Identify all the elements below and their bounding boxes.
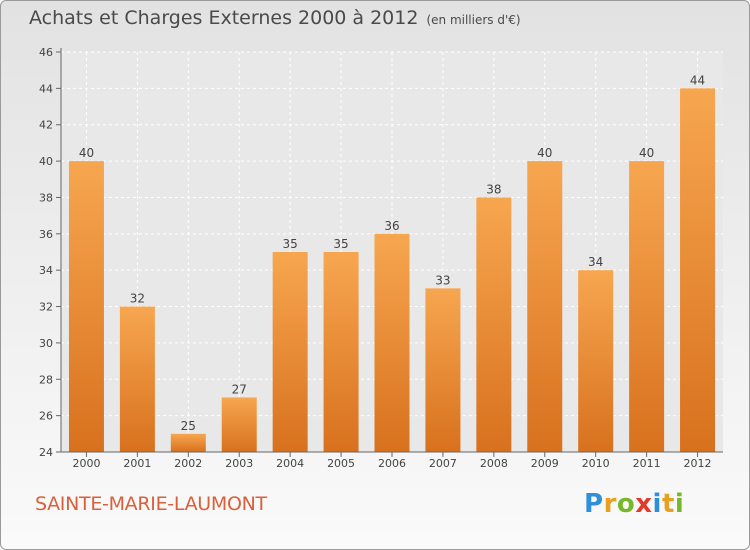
logo-letter: i xyxy=(652,489,662,519)
x-tick-label: 2008 xyxy=(480,457,508,470)
bar xyxy=(272,252,308,452)
y-tick-label: 24 xyxy=(39,446,53,459)
y-tick-label: 36 xyxy=(39,228,53,241)
proxiti-logo: Proxiti xyxy=(584,489,684,519)
logo-letter: r xyxy=(603,489,617,519)
logo-letter: t xyxy=(661,489,675,519)
bar-value-label: 35 xyxy=(333,237,348,251)
bar xyxy=(578,270,614,452)
x-tick-label: 2001 xyxy=(123,457,151,470)
x-tick-label: 2009 xyxy=(531,457,559,470)
bar-value-label: 40 xyxy=(79,146,94,160)
x-tick-label: 2000 xyxy=(72,457,100,470)
logo-letter: o xyxy=(616,489,636,519)
bar-value-label: 34 xyxy=(588,255,603,269)
bar-value-label: 32 xyxy=(130,292,145,306)
bar-value-label: 25 xyxy=(181,419,196,433)
x-tick-label: 2010 xyxy=(582,457,610,470)
bar xyxy=(527,161,563,452)
y-tick-label: 38 xyxy=(39,191,53,204)
y-tick-label: 34 xyxy=(39,264,53,277)
x-tick-label: 2004 xyxy=(276,457,304,470)
bar-value-label: 27 xyxy=(232,382,247,396)
y-tick-label: 44 xyxy=(39,82,53,95)
y-tick-label: 26 xyxy=(39,410,53,423)
x-tick-label: 2006 xyxy=(378,457,406,470)
bar xyxy=(629,161,665,452)
bar xyxy=(170,433,206,452)
bar-value-label: 44 xyxy=(690,73,705,87)
y-tick-label: 28 xyxy=(39,373,53,386)
bar xyxy=(476,197,512,452)
y-tick-label: 30 xyxy=(39,337,53,350)
bar xyxy=(323,252,359,452)
chart-unit: (en milliers d'€) xyxy=(426,13,521,27)
bar xyxy=(374,233,410,452)
chart-title-text: Achats et Charges Externes 2000 à 2012 xyxy=(29,7,419,29)
y-tick-label: 40 xyxy=(39,155,53,168)
bar-value-label: 40 xyxy=(537,146,552,160)
chart-title: Achats et Charges Externes 2000 à 2012 (e… xyxy=(29,7,521,29)
y-tick-label: 42 xyxy=(39,119,53,132)
bar xyxy=(119,306,155,452)
y-tick-label: 46 xyxy=(39,46,53,59)
bar-value-label: 35 xyxy=(283,237,298,251)
logo-letter: P xyxy=(584,489,604,519)
y-tick-label: 32 xyxy=(39,301,53,314)
x-tick-label: 2012 xyxy=(684,457,712,470)
logo-letter: x xyxy=(635,489,653,519)
x-tick-label: 2007 xyxy=(429,457,457,470)
bar-value-label: 40 xyxy=(639,146,654,160)
logo-letter: i xyxy=(674,489,685,519)
commune-name: SAINTE-MARIE-LAUMONT xyxy=(35,493,267,515)
bar xyxy=(425,288,461,452)
bar-value-label: 38 xyxy=(486,182,501,196)
bar-value-label: 33 xyxy=(435,273,450,287)
bar xyxy=(221,397,257,452)
bar xyxy=(68,161,104,452)
bar xyxy=(680,88,716,452)
x-tick-label: 2002 xyxy=(174,457,202,470)
x-tick-label: 2011 xyxy=(633,457,661,470)
bar-value-label: 36 xyxy=(384,219,399,233)
x-tick-label: 2003 xyxy=(225,457,253,470)
x-tick-label: 2005 xyxy=(327,457,355,470)
